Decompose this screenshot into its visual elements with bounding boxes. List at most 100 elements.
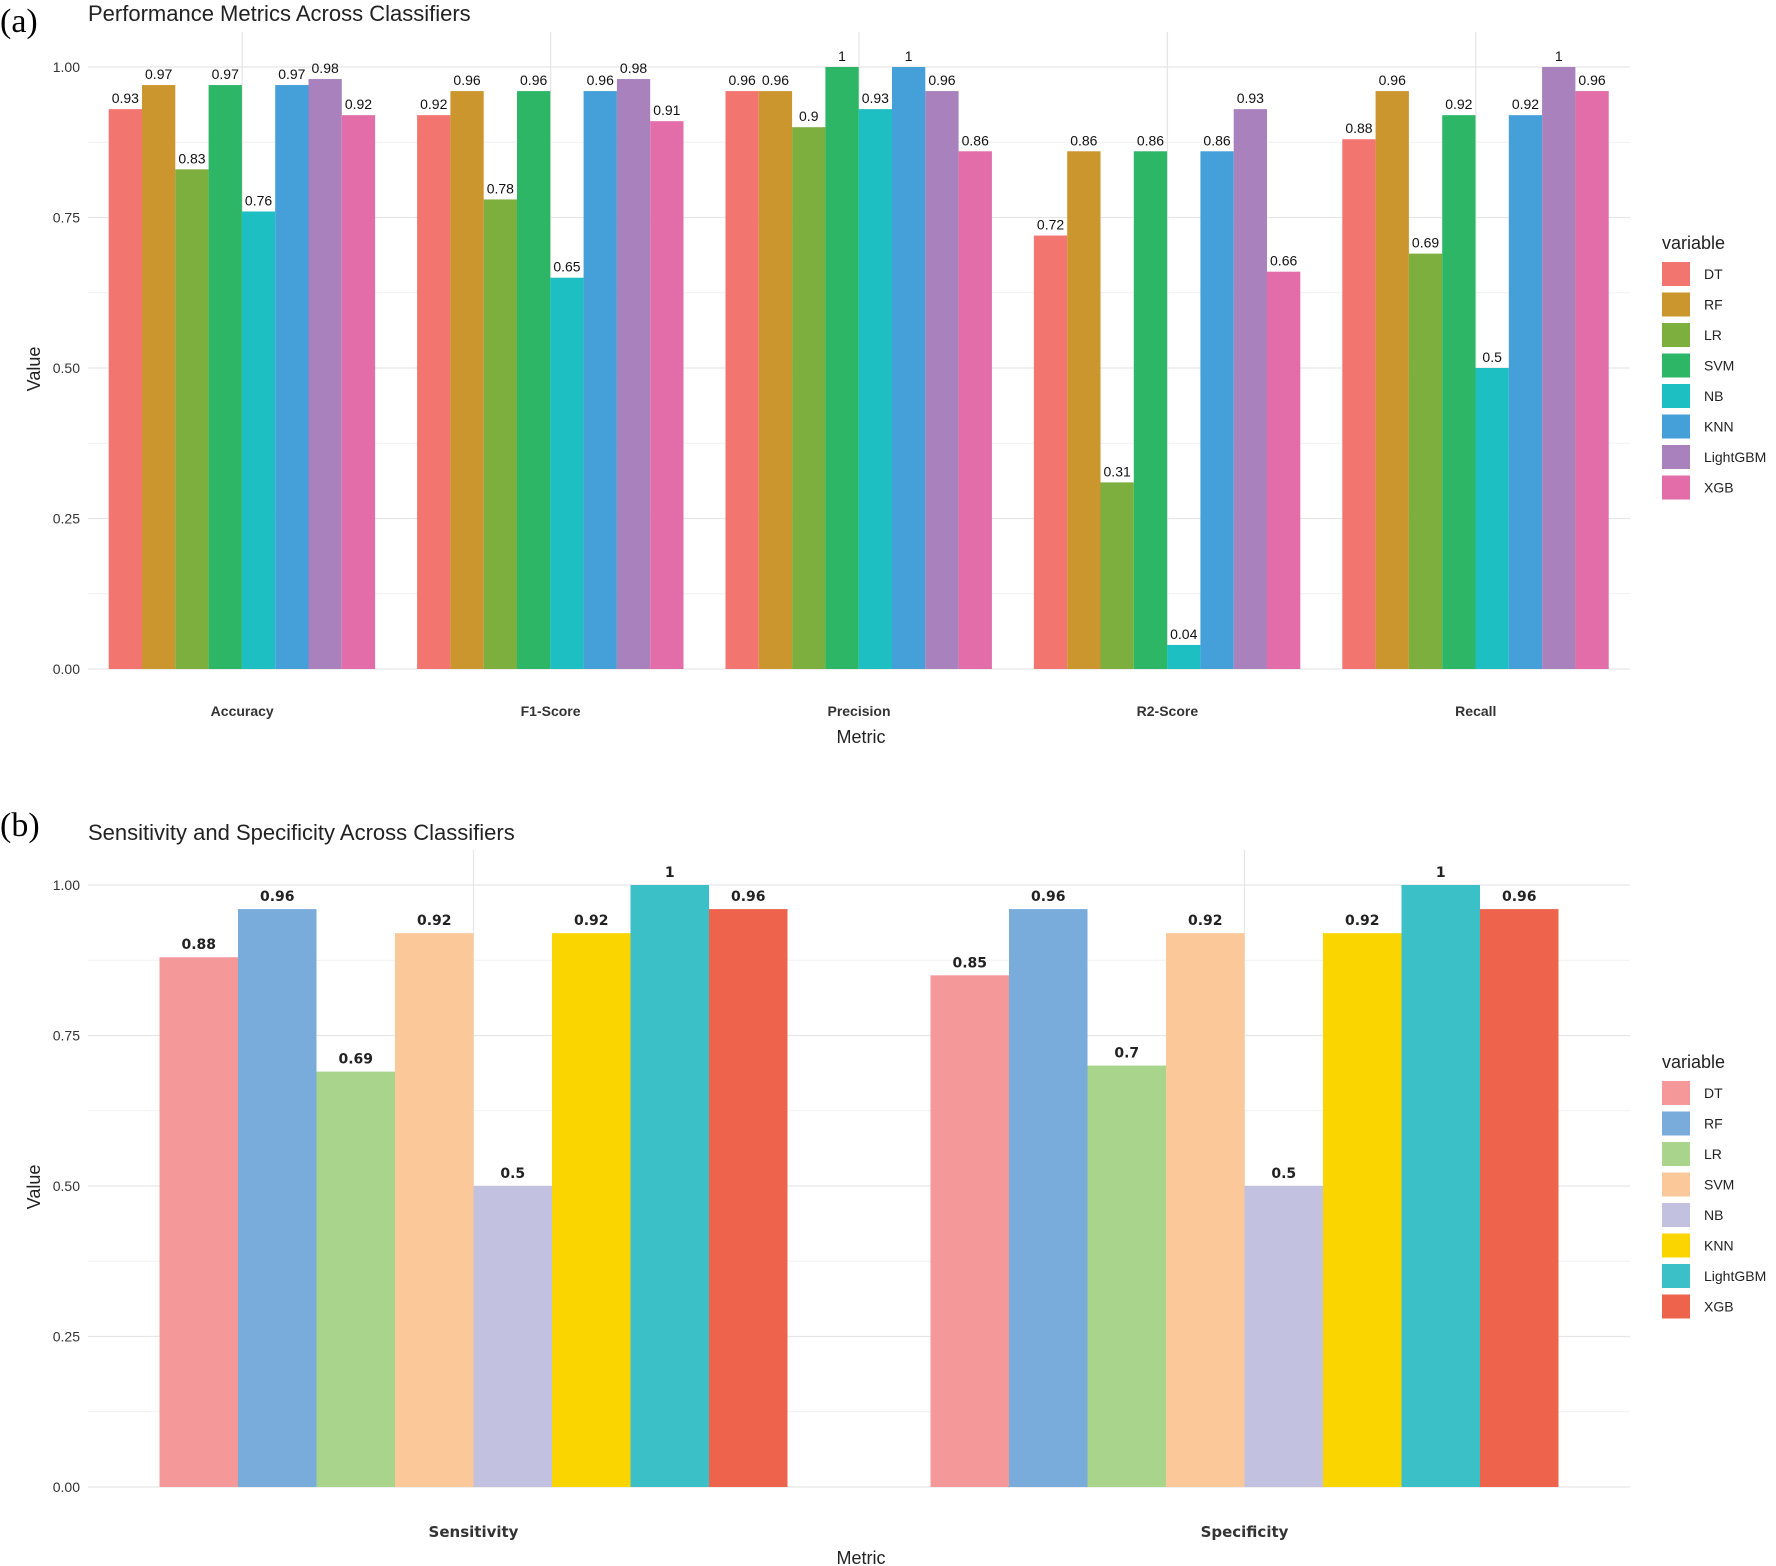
- legend-label-lr: LR: [1704, 1146, 1722, 1162]
- legend-label-lightgbm: LightGBM: [1704, 1268, 1766, 1284]
- bar-svm-accuracy: [208, 85, 242, 669]
- bar-lr-precision: [792, 127, 826, 669]
- data-label: 0.98: [620, 60, 647, 76]
- bar-dt-f1-score: [417, 115, 451, 669]
- panel-a-bars: [108, 67, 1609, 670]
- data-label: 0.96: [729, 72, 756, 88]
- panel-a-y-axis-title: Value: [24, 347, 44, 392]
- y-tick-label: 0.75: [53, 210, 80, 226]
- panel-a-y-axis-ticks: 0.00 0.25 0.50 0.75 1.00: [53, 59, 80, 677]
- bar-dt-recall: [1342, 139, 1376, 670]
- legend-label-xgb: XGB: [1704, 480, 1734, 496]
- data-label: 0.85: [952, 955, 987, 971]
- bar-xgb-recall: [1575, 91, 1609, 669]
- bar-lightgbm-specificity: [1401, 885, 1480, 1487]
- legend-swatch-lr: [1662, 1142, 1690, 1166]
- bar-lr-sensitivity: [316, 1071, 395, 1487]
- legend-swatch-lightgbm: [1662, 445, 1690, 469]
- bar-lr-r2-score: [1100, 482, 1134, 669]
- data-label: 0.86: [1203, 132, 1230, 148]
- data-label: 0.88: [1345, 120, 1372, 136]
- y-tick-label: 0.50: [53, 1178, 80, 1194]
- legend-label-knn: KNN: [1704, 1238, 1734, 1254]
- y-tick-label: 1.00: [53, 877, 80, 893]
- bar-dt-sensitivity: [159, 957, 238, 1487]
- data-label: 0.96: [520, 72, 547, 88]
- data-label: 0.93: [112, 90, 139, 106]
- data-label: 0.5: [500, 1166, 525, 1182]
- legend-swatch-xgb: [1662, 475, 1690, 500]
- bar-lightgbm-r2-score: [1233, 109, 1267, 669]
- panel-a-performance-metrics: (a) Performance Metrics Across Classifie…: [0, 1, 1766, 747]
- data-label: 0.92: [1445, 96, 1472, 112]
- y-tick-label: 0.00: [53, 661, 80, 677]
- data-label: 1: [838, 48, 846, 64]
- data-label: 0.93: [862, 90, 889, 106]
- legend-label-knn: KNN: [1704, 419, 1734, 435]
- data-label: 0.92: [1512, 96, 1539, 112]
- data-label: 0.83: [178, 150, 205, 166]
- panel-a-legend: variable DT RF LR SVM NB KNN LightGBM XGB: [1662, 233, 1766, 500]
- bar-xgb-f1-score: [650, 121, 684, 670]
- y-tick-label: 1.00: [53, 59, 80, 75]
- panel-b-label: (b): [0, 807, 40, 844]
- data-label: 0.96: [928, 72, 955, 88]
- x-tick-label: R2-Score: [1137, 703, 1199, 719]
- data-label: 0.04: [1170, 626, 1197, 642]
- panel-a-x-axis-title: Metric: [837, 727, 886, 747]
- legend-label-lightgbm: LightGBM: [1704, 449, 1766, 465]
- bar-dt-r2-score: [1033, 235, 1068, 669]
- bar-svm-sensitivity: [395, 933, 474, 1487]
- data-label: 1: [905, 48, 913, 64]
- panel-b-data-labels: 0.88 0.85 0.96 0.96 0.69 0.7 0.92 0.92 0.5 0.5 0.9…: [181, 865, 1536, 1182]
- bar-xgb-r2-score: [1267, 271, 1301, 669]
- bar-lightgbm-recall: [1542, 67, 1576, 669]
- panel-b-title: Sensitivity and Specificity Across Class…: [88, 820, 515, 845]
- bar-lightgbm-sensitivity: [630, 885, 709, 1487]
- bar-rf-accuracy: [142, 85, 176, 669]
- bar-nb-sensitivity: [473, 1186, 552, 1487]
- legend-label-rf: RF: [1704, 1116, 1723, 1132]
- legend-label-nb: NB: [1704, 1207, 1723, 1223]
- panel-a-data-labels: 0.93 0.92 0.96 0.72 0.88 0.97 0.96 0.96 0.86 0.96…: [112, 48, 1606, 642]
- bar-knn-r2-score: [1200, 151, 1234, 669]
- bar-nb-recall: [1475, 368, 1509, 669]
- bar-knn-accuracy: [275, 85, 309, 669]
- data-label: 1: [1555, 48, 1563, 64]
- bar-svm-recall: [1442, 115, 1476, 669]
- bar-lightgbm-f1-score: [616, 79, 651, 670]
- legend-swatch-dt: [1662, 1081, 1690, 1105]
- bar-nb-specificity: [1244, 1186, 1323, 1487]
- y-tick-label: 0.75: [53, 1028, 80, 1044]
- legend-swatch-lightgbm: [1662, 1264, 1690, 1288]
- data-label: 0.96: [1031, 889, 1066, 905]
- bar-rf-r2-score: [1067, 151, 1101, 669]
- y-tick-label: 0.50: [53, 360, 80, 376]
- legend-label-xgb: XGB: [1704, 1299, 1734, 1315]
- data-label: 0.96: [1578, 72, 1605, 88]
- panel-a-title: Performance Metrics Across Classifiers: [88, 1, 471, 26]
- legend-label-dt: DT: [1704, 1085, 1723, 1101]
- data-label: 1: [665, 865, 675, 881]
- bar-dt-precision: [725, 91, 759, 669]
- bar-rf-specificity: [1009, 909, 1088, 1487]
- data-label: 1: [1436, 865, 1446, 881]
- data-label: 0.92: [417, 913, 452, 929]
- data-label: 0.86: [962, 132, 989, 148]
- data-label: 0.66: [1270, 253, 1297, 269]
- legend-label-rf: RF: [1704, 297, 1723, 313]
- panel-b-y-axis-ticks: 0.00 0.25 0.50 0.75 1.00: [53, 877, 80, 1495]
- data-label: 0.98: [312, 60, 339, 76]
- data-label: 0.92: [345, 96, 372, 112]
- bar-nb-precision: [858, 109, 892, 669]
- panel-b-x-axis-title: Metric: [837, 1548, 886, 1566]
- data-label: 0.96: [587, 72, 614, 88]
- legend-swatch-rf: [1662, 292, 1690, 317]
- data-label: 0.88: [181, 937, 216, 953]
- data-label: 0.65: [553, 259, 580, 275]
- data-label: 0.96: [1502, 889, 1537, 905]
- legend-swatch-svm: [1662, 353, 1690, 378]
- data-label: 0.93: [1237, 90, 1264, 106]
- panel-a-legend-title: variable: [1662, 233, 1725, 253]
- legend-label-dt: DT: [1704, 266, 1723, 282]
